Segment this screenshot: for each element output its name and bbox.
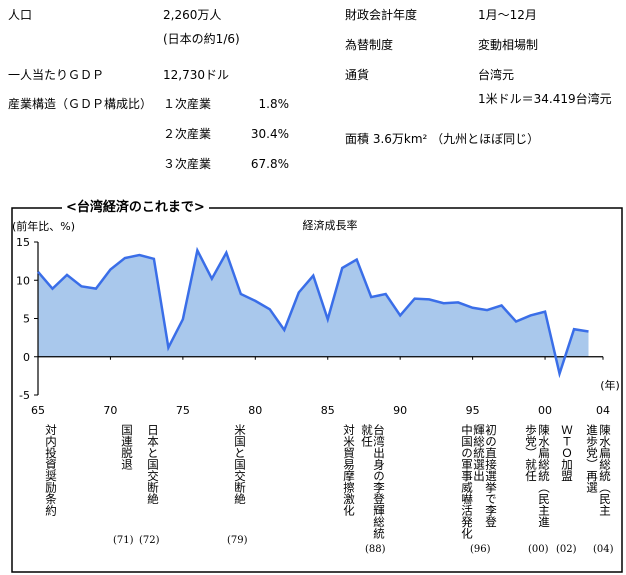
industry: １次産業 [163, 97, 212, 111]
event-text: 台湾出身の李登輝総統 [372, 424, 386, 539]
share: 1.8% [258, 97, 290, 111]
y-tick-label: 10 [16, 274, 30, 287]
event-year: (88) [365, 544, 386, 555]
x-tick-label: 85 [321, 404, 335, 417]
event-year: (00) [528, 544, 549, 555]
label: 通貨 [345, 68, 370, 82]
label: 産業構造（ＧＤＰ構成比） [8, 97, 153, 111]
event-year: (79) [227, 535, 248, 546]
value: 台湾元 [478, 68, 515, 82]
label: 財政会計年度 [345, 8, 418, 22]
y-tick-label: 0 [23, 351, 30, 364]
event-text: 対米貿易摩擦激化 [342, 424, 356, 516]
share: 67.8% [250, 157, 289, 171]
industry: ３次産業 [163, 157, 212, 171]
event-year: (96) [470, 544, 491, 555]
x-tick-label: 75 [176, 404, 190, 417]
event-text: 米国と国交断絶 [233, 424, 247, 505]
x-tick-label: 65 [31, 404, 45, 417]
event-text: 陳水扁総統（民主 [598, 424, 612, 516]
x-tick-label: 70 [103, 404, 117, 417]
x-axis-label: (年) [600, 378, 620, 392]
y-tick-label: 5 [23, 313, 30, 326]
x-tick-label: 04 [596, 404, 610, 417]
event-year: (72) [139, 535, 160, 546]
label: 為替制度 [345, 38, 394, 52]
chart-title: 経済成長率 [303, 218, 358, 232]
note: (日本の約1/6) [163, 32, 240, 46]
frame [11, 207, 623, 573]
value: 12,730ドル [163, 68, 229, 82]
line [37, 246, 589, 379]
x-tick-label: 95 [466, 404, 480, 417]
event-text: 中国の軍事威嚇活発化 [460, 424, 474, 539]
x-tick-label: 80 [248, 404, 262, 417]
value: 2,260万人 [163, 8, 222, 22]
area: 面積 3.6万km² （九州とほぼ同じ） [345, 132, 540, 146]
event-year: (02) [556, 544, 577, 555]
event-text: 初の直接選挙で李登 [484, 424, 498, 528]
value: 1米ドル＝34.419台湾元 [478, 92, 612, 106]
industry: ２次産業 [163, 127, 212, 141]
y-tick-label: 15 [16, 236, 30, 249]
heading: <台湾経済のこれまで> [62, 200, 209, 216]
y-axis-label: (前年比、%) [12, 219, 75, 233]
label: 人口 [8, 8, 33, 22]
event-text: 陳水扁総統（民主進 [537, 424, 551, 528]
x-tick-label: 00 [538, 404, 552, 417]
value: 1月～12月 [478, 8, 537, 22]
event-text: 対内投資奨励条約 [44, 424, 58, 516]
event-text: 輝総統選出 [472, 424, 486, 482]
event-year: (71) [113, 535, 134, 546]
label: 一人当たりＧＤＰ [8, 68, 105, 82]
event-text: 日本と国交断絶 [146, 424, 160, 505]
event-text: 進歩党）再選 [585, 424, 599, 493]
event-text: 就任 [360, 424, 374, 447]
y-tick-label: -5 [19, 389, 30, 402]
event-text: 歩党）就任 [524, 424, 538, 482]
event-year: (04) [593, 544, 614, 555]
share: 30.4% [250, 127, 289, 141]
event-text: ＷＴＯ加盟 [560, 424, 574, 482]
event-text: 国連脱退 [120, 424, 134, 470]
value: 変動相場制 [478, 38, 539, 52]
x-tick-label: 90 [393, 404, 407, 417]
area-fill [38, 250, 589, 374]
